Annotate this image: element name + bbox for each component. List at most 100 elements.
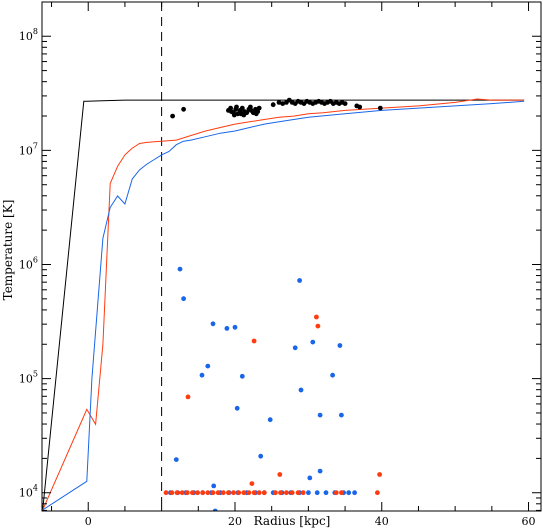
data-point [337, 343, 343, 348]
data-point [251, 490, 257, 496]
data-point [258, 453, 264, 459]
data-point [199, 372, 205, 378]
data-point [306, 490, 311, 496]
data-point [292, 345, 298, 351]
data-point [241, 490, 247, 496]
data-point [295, 490, 301, 496]
data-point [251, 338, 257, 344]
data-point [239, 105, 245, 111]
data-point [276, 100, 282, 105]
data-point [339, 412, 344, 418]
data-point [195, 490, 201, 496]
data-point [173, 457, 179, 462]
y-tick-label: 106 [19, 255, 38, 271]
data-point [205, 490, 211, 496]
series-line-0 [42, 99, 525, 510]
data-point [314, 490, 320, 496]
y-tick-label: 107 [19, 141, 38, 157]
data-point [177, 266, 183, 272]
data-point [278, 490, 283, 496]
data-point [181, 106, 187, 112]
data-point [277, 472, 283, 477]
data-point [212, 508, 218, 511]
data-point [297, 278, 302, 283]
data-point [289, 490, 295, 496]
data-point [224, 326, 230, 331]
data-point [163, 490, 169, 496]
x-tick-label: 0 [85, 515, 92, 528]
data-point [375, 490, 380, 496]
data-point [190, 490, 195, 496]
data-point [261, 490, 267, 496]
data-point [211, 483, 217, 489]
data-point [185, 394, 191, 400]
data-point [273, 490, 278, 496]
x-axis-ticks: 0 20 40 60 [51, 2, 536, 528]
series-points-5 [163, 314, 382, 496]
data-point [249, 481, 255, 486]
data-point [205, 363, 211, 369]
data-point [346, 490, 352, 496]
data-point [339, 490, 344, 496]
data-point [232, 324, 238, 330]
data-point [234, 104, 239, 110]
series-line-2 [42, 100, 525, 511]
data-point [377, 105, 383, 111]
data-point [314, 314, 319, 320]
data-point [246, 490, 252, 496]
data-point [170, 113, 176, 119]
data-point [357, 104, 363, 110]
y-axis-title: Temperature [K] [1, 200, 15, 301]
data-point [181, 296, 187, 302]
y-tick-label: 105 [19, 370, 38, 386]
data-point [248, 104, 253, 110]
data-point [169, 490, 175, 496]
data-point [174, 490, 180, 496]
series-points-3 [170, 97, 383, 119]
data-point [238, 111, 244, 117]
data-point [239, 373, 245, 379]
plot-area [42, 2, 525, 511]
data-point [330, 372, 335, 378]
data-point [298, 387, 304, 393]
x-tick-label: 60 [522, 515, 536, 528]
data-point [236, 490, 242, 496]
y-tick-label: 108 [19, 27, 38, 43]
data-point [256, 490, 262, 496]
data-point [377, 472, 382, 477]
data-point [231, 112, 237, 118]
data-point [231, 490, 236, 496]
data-point [317, 412, 323, 418]
data-point [215, 490, 221, 496]
data-point [270, 102, 276, 108]
data-point [267, 417, 273, 423]
data-point [210, 490, 216, 496]
data-point [228, 105, 234, 111]
data-point [333, 490, 339, 496]
data-point [342, 101, 348, 106]
y-axis-ticks: 104 105 106 107 108 [19, 27, 541, 511]
data-point [317, 468, 323, 474]
x-axis-title: Radius [kpc] [254, 514, 331, 528]
x-tick-label: 20 [228, 515, 242, 528]
data-point [307, 475, 313, 481]
axes [41, 1, 542, 512]
plot-frame [41, 1, 542, 512]
data-point [210, 321, 216, 327]
y-tick-label: 104 [19, 484, 38, 500]
data-point [310, 339, 316, 345]
data-point [226, 490, 231, 496]
data-point [300, 490, 306, 496]
data-point [253, 111, 259, 117]
x-tick-label: 40 [375, 515, 389, 528]
series-line-1 [42, 98, 525, 511]
data-point [352, 490, 357, 496]
series-points-4 [168, 266, 357, 511]
data-point [323, 490, 329, 496]
data-point [315, 323, 321, 329]
data-point [256, 105, 262, 111]
data-point [284, 490, 289, 496]
data-point [220, 490, 226, 496]
data-point [234, 405, 240, 411]
